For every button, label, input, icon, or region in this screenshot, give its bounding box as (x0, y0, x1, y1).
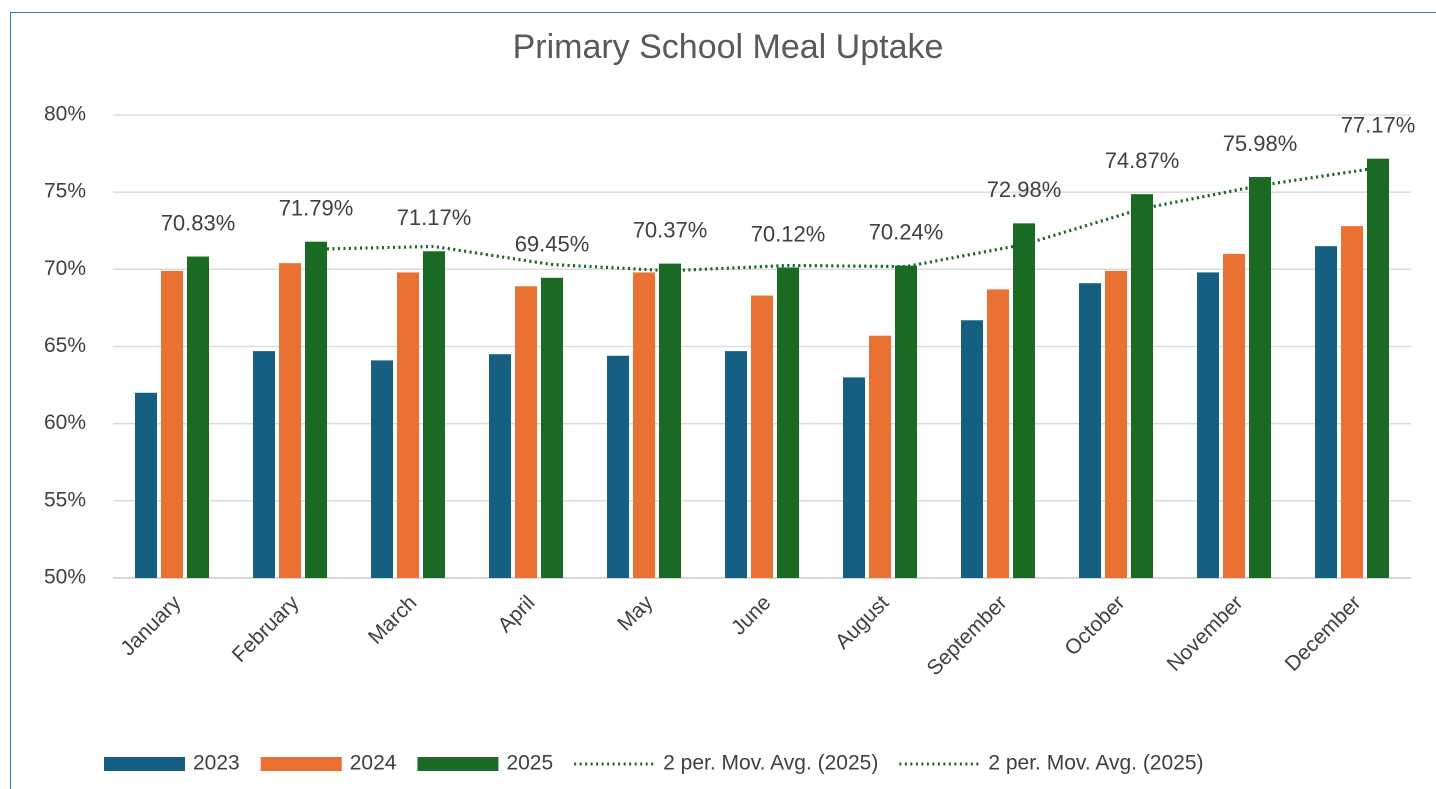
bar (515, 286, 537, 578)
bar (1341, 226, 1363, 578)
bar (1131, 194, 1153, 578)
data-label: 77.17% (1341, 112, 1416, 137)
bar (895, 265, 917, 578)
data-label: 70.37% (633, 217, 708, 242)
y-tick-label: 75% (44, 180, 86, 203)
bar (843, 377, 865, 578)
bar (397, 272, 419, 578)
bar (659, 263, 681, 578)
moving-average-line (315, 166, 1379, 273)
data-label: 70.83% (161, 210, 236, 235)
bar (305, 241, 327, 578)
bar (187, 256, 209, 578)
y-tick-label: 60% (44, 411, 86, 434)
bar (1315, 246, 1337, 578)
legend-label: 2024 (350, 752, 397, 775)
data-label: 70.12% (751, 221, 826, 246)
bar (777, 267, 799, 578)
legend-label: 2025 (506, 752, 553, 775)
bar (1367, 158, 1389, 578)
bar (633, 272, 655, 578)
chart-title: Primary School Meal Uptake (513, 28, 944, 66)
data-label: 71.17% (397, 205, 472, 230)
legend-swatch (104, 757, 185, 771)
bar (1197, 272, 1219, 578)
data-label: 75.98% (1223, 131, 1298, 156)
bar (1249, 177, 1271, 579)
y-tick-label: 65% (44, 334, 86, 357)
bar (1105, 270, 1127, 578)
bar (987, 289, 1009, 578)
bar (1013, 223, 1035, 579)
legend-label: 2023 (193, 752, 240, 775)
chart-frame (10, 12, 1436, 789)
data-label: 69.45% (515, 232, 590, 257)
bar (253, 351, 275, 578)
legend-swatch (260, 757, 342, 771)
bar (961, 320, 983, 578)
bar (371, 360, 393, 578)
bar (1079, 283, 1101, 578)
bar (751, 295, 773, 578)
y-tick-label: 80% (44, 103, 86, 126)
bar (725, 351, 747, 578)
y-tick-label: 70% (44, 257, 86, 280)
bar (489, 354, 511, 578)
bar (423, 251, 445, 578)
bar (135, 392, 157, 578)
legend-swatch (417, 757, 499, 771)
data-label: 72.98% (987, 177, 1062, 202)
bar (279, 263, 301, 578)
data-label: 70.24% (869, 219, 944, 244)
bar (1223, 253, 1245, 578)
legend-label: 2 per. Mov. Avg. (2025) (663, 752, 878, 775)
data-label: 74.87% (1105, 148, 1180, 173)
y-tick-label: 50% (44, 566, 86, 589)
bar (607, 355, 629, 578)
legend-label: 2 per. Mov. Avg. (2025) (988, 752, 1203, 775)
bar (541, 277, 563, 578)
bar (161, 270, 183, 578)
bar (869, 335, 891, 578)
data-label: 71.79% (279, 196, 354, 221)
y-tick-label: 55% (44, 488, 86, 511)
